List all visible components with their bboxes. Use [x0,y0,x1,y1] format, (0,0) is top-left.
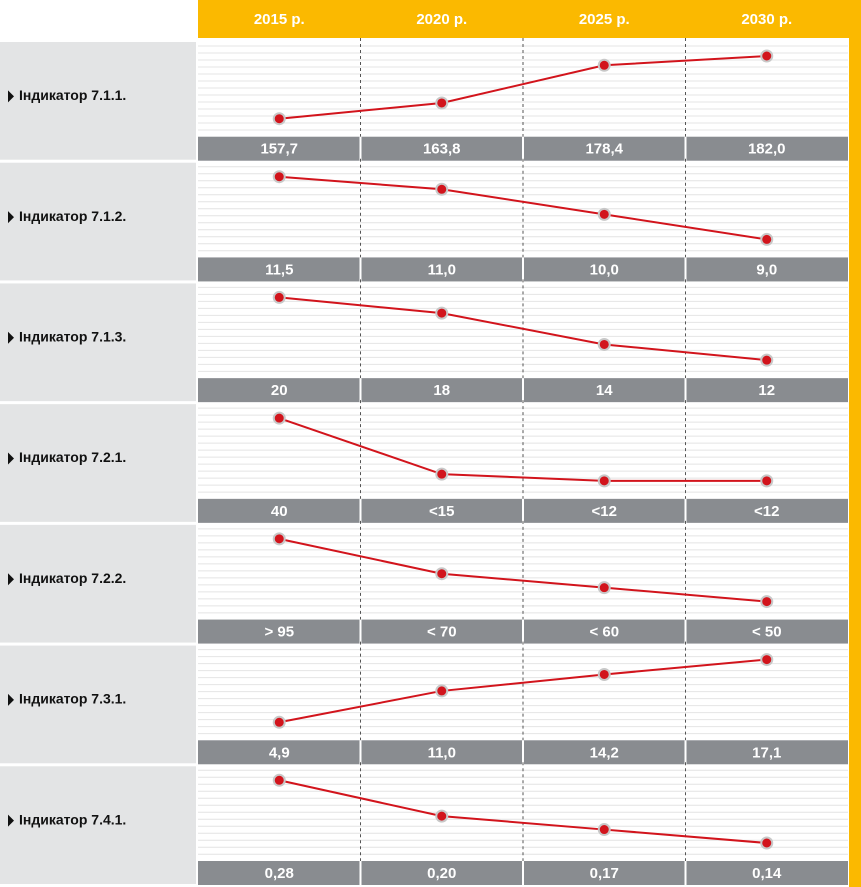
value-label: 0,20 [427,865,456,882]
indicator-title: Індикатор 7.2.2. [19,570,126,586]
data-point [597,58,611,72]
value-label: 157,7 [260,141,298,158]
data-point [435,809,449,823]
value-label: 178,4 [585,141,623,158]
series-line [278,417,767,482]
data-point [272,715,286,729]
label-cell [0,645,196,764]
value-label: < 60 [589,624,619,641]
bullet [8,331,14,344]
value-label: 182,0 [748,141,786,158]
bullet [8,90,14,103]
value-label: 11,5 [265,261,293,278]
label-cell [0,162,196,281]
value-label: 11,0 [428,261,456,278]
data-point [435,684,449,698]
bullet [8,211,14,224]
value-label: 10,0 [590,261,619,278]
series-line [279,537,767,603]
column-header: 2025 р. [579,11,630,28]
indicator-title: Індикатор 7.1.3. [19,328,126,344]
data-point [435,567,449,581]
data-point [435,306,449,320]
label-cell [0,524,196,643]
data-point [435,467,449,481]
data-point [760,595,774,609]
indicator-title: Індикатор 7.4.1. [19,811,126,827]
value-label: 11,0 [428,744,456,761]
right-border [849,0,861,887]
data-point [272,112,286,126]
data-point [272,773,286,787]
data-point [435,96,449,110]
indicator-title: Індикатор 7.1.1. [19,87,126,103]
series-line [279,175,767,241]
data-point [272,170,286,184]
label-cell [0,404,196,522]
value-label: 4,9 [269,744,290,761]
data-point [760,836,774,850]
bullet [8,452,14,465]
series-line [279,658,767,724]
value-label: 17,1 [752,744,781,761]
value-label: <15 [429,503,454,520]
series-line [279,779,767,844]
header-bar [198,0,861,38]
data-point [272,532,286,546]
data-point [272,290,286,304]
value-label: < 50 [752,624,782,641]
data-point [760,232,774,246]
indicator-title: Індикатор 7.2.1. [19,449,126,465]
value-label: 163,8 [423,141,461,158]
value-label: 20 [271,382,288,399]
indicator-title: Індикатор 7.1.2. [19,208,126,224]
data-point [597,207,611,221]
column-header: 2030 р. [741,11,792,28]
data-point [597,823,611,837]
data-point [597,337,611,351]
data-point [760,474,774,488]
data-point [760,353,774,367]
value-label: > 95 [264,624,294,641]
bullet [8,814,14,827]
data-point [760,653,774,667]
value-label: 14,2 [590,744,619,761]
value-label: 0,17 [590,865,619,882]
data-point [435,182,449,196]
indicator-title: Індикатор 7.3.1. [19,691,126,707]
value-label: 18 [433,382,450,399]
label-cell [0,766,196,884]
column-header: 2020 р. [416,11,467,28]
data-point [597,667,611,681]
bullet [8,693,14,706]
column-header: 2015 р. [254,11,305,28]
data-point [597,581,611,595]
label-cell [0,283,196,402]
value-label: <12 [592,503,617,520]
data-point [760,49,774,63]
value-label: <12 [754,503,779,520]
data-point [597,474,611,488]
value-label: 0,14 [752,865,782,882]
data-point [272,411,286,425]
series-line [279,55,767,120]
value-label: 12 [758,382,775,399]
value-label: 9,0 [756,261,777,278]
label-cell [0,42,196,160]
bullet [8,573,14,586]
value-label: 14 [596,382,613,399]
series-line [279,296,767,362]
value-label: 0,28 [265,865,294,882]
value-label: 40 [271,503,288,520]
value-label: < 70 [427,624,457,641]
